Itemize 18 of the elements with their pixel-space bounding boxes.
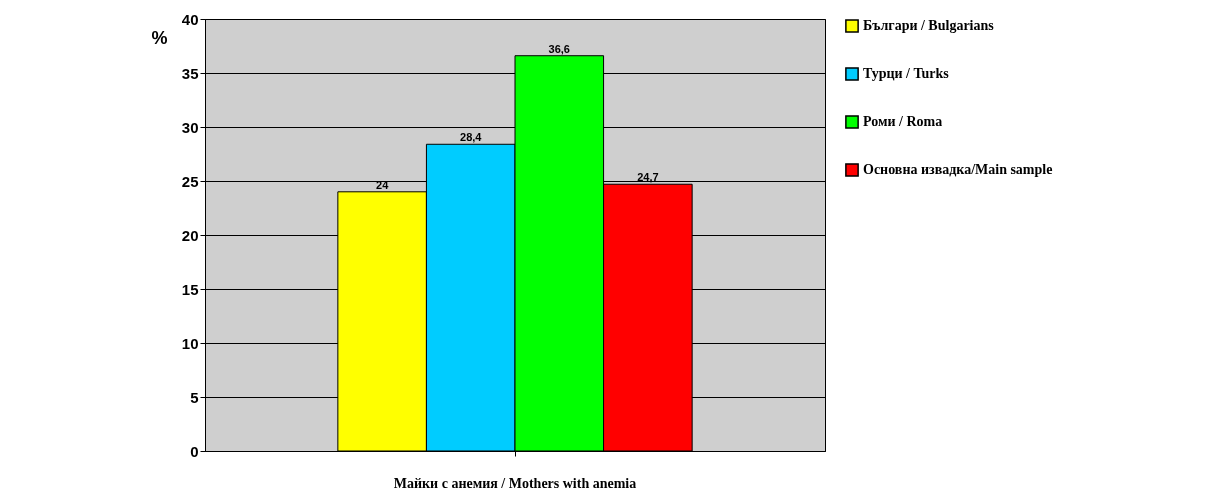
data-label: 24,7: [637, 171, 659, 184]
legend-label: Основна извадка/Main sample: [863, 162, 1053, 177]
y-tick-label: 0: [190, 442, 199, 460]
y-tick-label: 30: [181, 118, 199, 136]
y-tick-label: 40: [181, 10, 199, 28]
legend-label: Роми / Roma: [863, 114, 943, 129]
y-axis-title: %: [151, 27, 168, 48]
y-tick-label: 10: [181, 334, 199, 352]
y-tick-label: 5: [190, 388, 199, 406]
data-label: 28,4: [460, 131, 483, 144]
data-label: 36,6: [548, 42, 570, 55]
y-tick-label: 35: [181, 64, 199, 82]
legend-label: Българи / Bulgarians: [863, 18, 995, 33]
y-tick-label: 25: [181, 172, 199, 190]
legend-label: Турци / Turks: [863, 66, 950, 81]
x-tick-label: Майки с анемия / Mothers with anemia: [393, 475, 637, 491]
y-tick-label: 15: [181, 280, 199, 298]
y-tick-label: 20: [181, 226, 199, 244]
